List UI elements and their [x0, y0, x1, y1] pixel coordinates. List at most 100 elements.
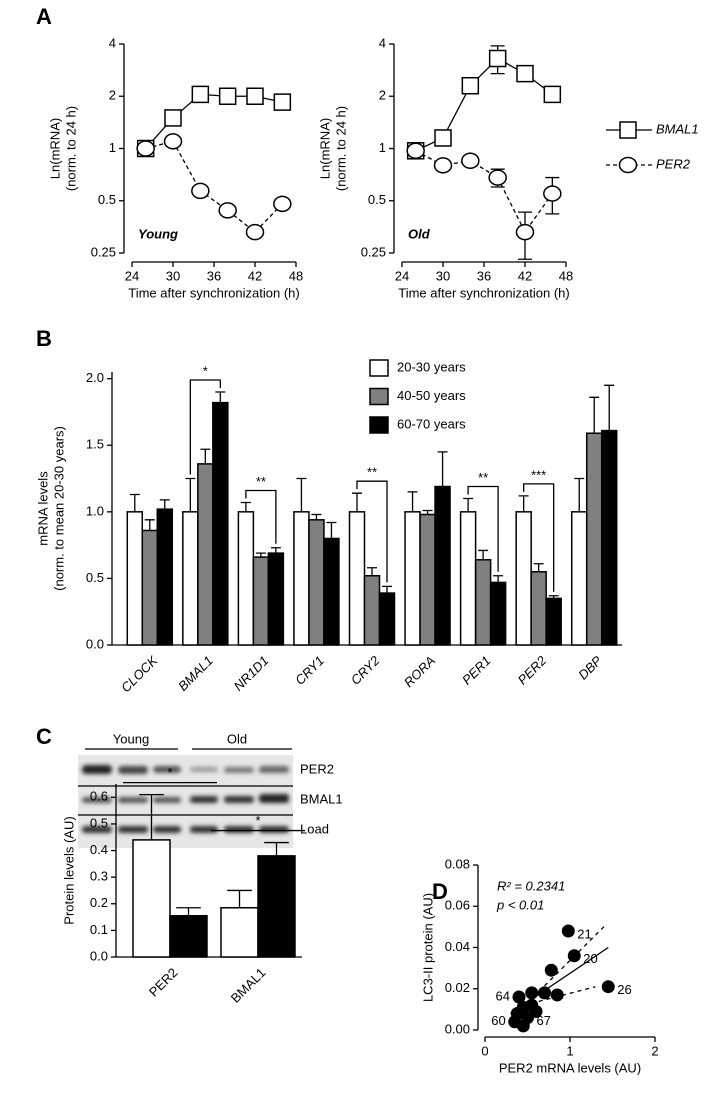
band	[118, 766, 148, 774]
point	[516, 1019, 530, 1033]
bar	[197, 463, 214, 646]
y-axis-label: (norm. to 24 h)	[63, 106, 78, 191]
bar	[126, 511, 144, 646]
band	[224, 826, 254, 833]
point-label: 26	[617, 982, 631, 997]
panel-label: C	[36, 724, 52, 749]
point	[510, 1007, 524, 1020]
x-tick-label: 36	[477, 268, 491, 283]
band	[190, 796, 218, 803]
point	[550, 988, 564, 1002]
error-bar	[227, 889, 252, 908]
bar	[363, 575, 381, 646]
marker	[218, 202, 237, 219]
point-label: 64	[496, 988, 510, 1003]
point-label: 67	[537, 1013, 551, 1028]
y-tick-label: 4	[379, 35, 386, 50]
band	[118, 826, 148, 833]
annotation: Young	[138, 226, 178, 241]
band	[82, 797, 112, 803]
significance-bracket	[189, 379, 221, 475]
x-tick-label: 1	[566, 1043, 573, 1058]
y-tick-label: 2	[379, 88, 386, 103]
error-bar	[478, 549, 489, 560]
marker	[516, 64, 534, 83]
error-bar	[589, 396, 600, 434]
bar	[156, 508, 174, 646]
error-bar	[144, 519, 155, 531]
point-label: 60	[491, 1013, 505, 1028]
panel-label: A	[36, 4, 52, 29]
y-tick-label: 0.3	[90, 869, 108, 884]
band	[82, 765, 112, 774]
significance-bracket	[356, 480, 388, 583]
band	[259, 794, 289, 803]
panel-label: B	[36, 326, 52, 351]
band	[190, 826, 218, 833]
error-bar	[200, 448, 211, 464]
band	[190, 767, 218, 772]
error-bar	[463, 497, 474, 512]
point	[512, 990, 526, 1004]
bar	[212, 401, 229, 646]
marker	[434, 129, 452, 147]
error-bar	[367, 567, 377, 576]
bar	[182, 511, 199, 646]
y-axis-label: LC3-II protein (AU)	[420, 893, 435, 1002]
significance-label: **	[256, 474, 266, 489]
legend-label: PER2	[656, 156, 691, 171]
band	[153, 826, 181, 833]
point	[538, 986, 551, 1000]
x-tick-label: 48	[289, 268, 303, 283]
bar	[169, 914, 208, 958]
y-tick-label: 4	[109, 35, 116, 50]
bar	[570, 511, 588, 646]
bar	[378, 592, 396, 646]
band	[224, 796, 254, 803]
error-bar	[185, 477, 196, 512]
y-tick-label: 1	[109, 140, 116, 155]
x-tick-label: 42	[248, 268, 262, 283]
y-tick-label: 0.25	[361, 244, 386, 259]
y-tick-label: 0.5	[86, 570, 104, 585]
error-bar	[574, 477, 585, 512]
significance-label: *	[167, 765, 172, 780]
y-tick-label: 2.0	[86, 370, 104, 385]
x-tick-label: 48	[559, 268, 573, 283]
bar	[141, 529, 159, 646]
significance-label: *	[255, 813, 260, 828]
blot-group-label: Old	[227, 731, 247, 746]
significance-bracket	[245, 489, 277, 544]
y-tick-label: 0.02	[445, 980, 470, 995]
legend-swatch	[369, 416, 389, 434]
error-bar	[533, 563, 544, 572]
y-tick-label: 0.00	[445, 1021, 470, 1036]
error-bar	[159, 499, 170, 510]
stats-label: p < 0.01	[496, 897, 544, 912]
annotation: Old	[408, 226, 431, 241]
bar	[348, 511, 366, 646]
legend-swatch	[369, 359, 389, 377]
legend-label: 60-70 years	[397, 416, 466, 431]
legend-marker	[619, 121, 637, 139]
x-tick-label: 42	[518, 268, 532, 283]
bar	[132, 839, 171, 958]
error-bar	[139, 793, 164, 840]
x-tick-label: 36	[207, 268, 221, 283]
y-tick-label: 1.5	[86, 437, 104, 452]
marker	[515, 223, 535, 241]
y-tick-label: 0.5	[90, 815, 108, 830]
marker	[543, 185, 562, 202]
error-bar	[352, 492, 362, 512]
point	[544, 963, 558, 977]
error-bar	[311, 513, 322, 520]
band	[153, 766, 181, 773]
y-tick-label: 0.5	[98, 192, 116, 207]
bar	[434, 485, 451, 646]
blot-bands	[82, 765, 289, 833]
x-axis-label: Time after synchronization (h)	[398, 285, 569, 300]
x-tick-label: 24	[395, 268, 409, 283]
x-axis-label: PER2 mRNA levels (AU)	[499, 1060, 641, 1075]
point	[601, 980, 615, 994]
